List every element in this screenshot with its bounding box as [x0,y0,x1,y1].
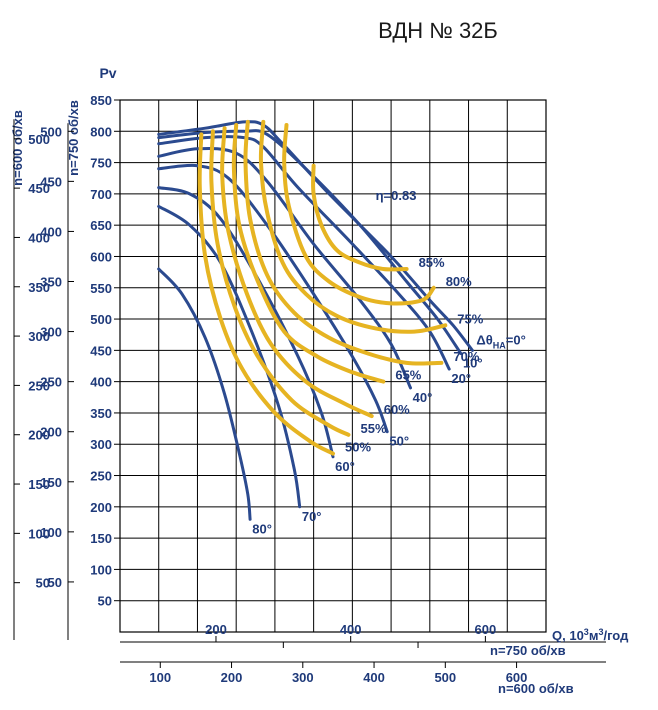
efficiency-label: 85% [419,255,445,270]
x600-tick-label: 200 [221,670,243,685]
guide-vane-label: ΔθНА=0° [476,332,525,350]
efficiency-curve [282,123,436,306]
n750-tick-label: 350 [40,275,62,290]
n600-tick-label: 350 [28,280,50,295]
pv-tick-label: 200 [90,500,112,515]
n600-tick-label: 500 [28,132,50,147]
n750-tick-label: 500 [40,124,62,139]
x-axis-label: Q, 103м3/год [552,627,629,643]
efficiency-curve [231,123,386,384]
x600-tick-label: 300 [292,670,314,685]
efficiency-label: 60% [384,402,410,417]
guide-vane-label: 20° [451,371,471,386]
pv-tick-label: 800 [90,124,112,139]
n750-tick-label: 400 [40,224,62,239]
n600-tick-label: 250 [28,378,50,393]
pv-tick-label: 150 [90,531,112,546]
efficiency-curve [258,119,448,334]
n600-tick-label: 50 [36,576,50,591]
pv-tick-label: 600 [90,249,112,264]
guide-vane-label: 10° [463,355,483,370]
efficiency-label: 55% [360,421,386,436]
guide-vane-curve [157,163,389,434]
bottom-axis-600-label: n=600 об/хв [498,681,574,696]
x750-tick-label: 200 [205,622,227,637]
n750-tick-label: 50 [48,575,62,590]
guide-vane-curves [157,120,474,521]
n600-tick-label: 100 [28,526,50,541]
efficiency-curve [197,132,335,456]
n600-tick-label: 450 [28,181,50,196]
chart-title: ВДН № 32Б [378,18,498,43]
n750-tick-label: 200 [40,425,62,440]
guide-vane-curve [157,267,252,521]
pv-tick-label: 450 [90,343,112,358]
left-axis-750-label: n=750 об/хв [66,100,81,176]
x600-tick-label: 400 [363,670,385,685]
pv-tick-label: 850 [90,93,112,108]
guide-vane-curve [157,204,302,509]
pv-tick-label: 400 [90,375,112,390]
guide-vane-curve [157,129,463,355]
pv-tick-label: 700 [90,187,112,202]
efficiency-label: 70% [453,349,479,364]
guide-vane-label: 70° [302,509,322,524]
efficiency-curve [209,129,351,437]
n600-tick-label: 400 [28,230,50,245]
guide-vane-curve [157,120,474,352]
bottom-axis-750-label: n=750 об/хв [490,643,566,658]
n600-tick-label: 200 [28,428,50,443]
n750-tick-label: 150 [40,475,62,490]
pv-tick-label: 550 [90,281,112,296]
y-axis-label: Pv [99,65,116,81]
x750-tick-label: 600 [475,622,497,637]
efficiency-label: 65% [395,368,421,383]
guide-vane-label: 50° [389,434,409,449]
efficiency-curve [220,126,374,419]
pv-tick-label: 300 [90,437,112,452]
tick-labels: 8508007507006506005505004504003503002502… [28,93,527,685]
n750-tick-label: 250 [40,375,62,390]
efficiency-curves [197,119,448,456]
guide-vane-curve [157,135,451,371]
n750-tick-label: 100 [40,525,62,540]
pv-tick-label: 100 [90,562,112,577]
n600-tick-label: 150 [28,477,50,492]
x600-tick-label: 100 [149,670,171,685]
guide-vane-label: 40° [413,390,433,405]
efficiency-label: 80% [446,274,472,289]
pv-tick-label: 750 [90,156,112,171]
x750-tick-label: 400 [340,622,362,637]
guide-vane-label: 60° [335,459,355,474]
x600-tick-label: 600 [506,670,528,685]
pv-tick-label: 50 [98,594,112,609]
efficiency-label: 50% [345,440,371,455]
pv-tick-label: 500 [90,312,112,327]
left-axis-600-label: n=600 об/хв [10,110,25,186]
n750-tick-label: 450 [40,174,62,189]
pv-tick-label: 350 [90,406,112,421]
pv-tick-label: 250 [90,469,112,484]
n750-tick-label: 300 [40,325,62,340]
curve-labels: ΔθНА=0° 10°20° 40° 50° 60° 70° 80° 85%80% 75% 70%… [252,188,526,536]
pv-tick-label: 650 [90,218,112,233]
guide-vane-label: 80° [252,521,272,536]
annotation-label: η=0.83 [376,188,417,203]
x600-tick-label: 500 [434,670,456,685]
efficiency-label: 75% [457,311,483,326]
efficiency-curve [243,119,444,366]
n600-tick-label: 300 [28,329,50,344]
efficiency-curve [311,163,409,272]
